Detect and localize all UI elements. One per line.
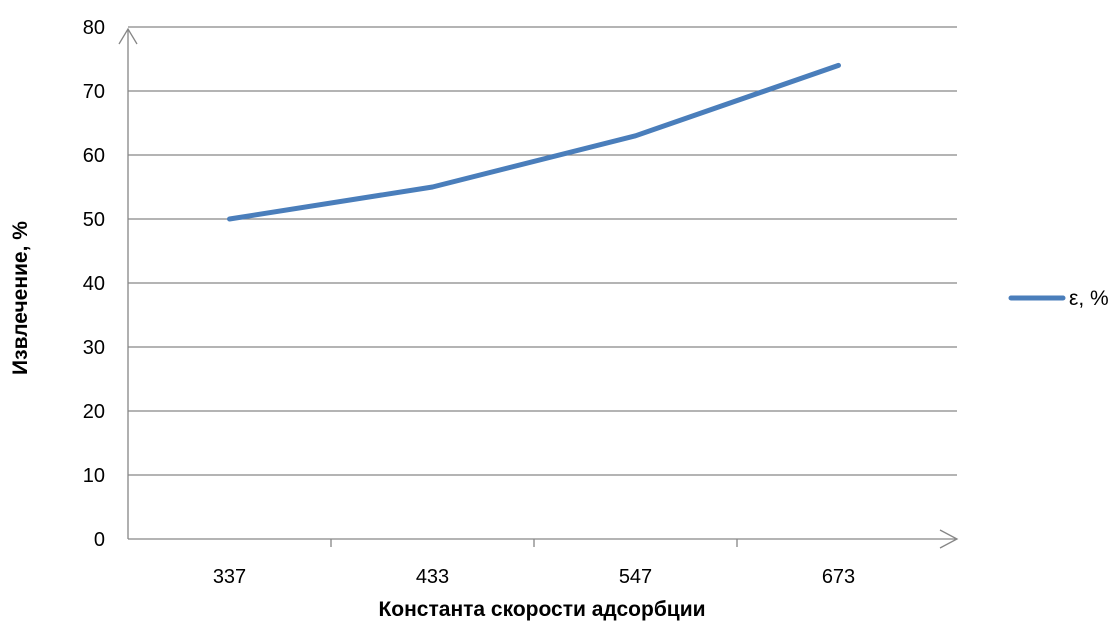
- y-tick-label: 10: [83, 465, 105, 487]
- y-tick-label: 70: [83, 81, 105, 103]
- y-tick-label: 80: [83, 17, 105, 39]
- series-line: [227, 62, 841, 222]
- y-axis-title: Извлечение, %: [9, 221, 32, 375]
- axes: [118, 27, 959, 549]
- y-tick-label: 0: [94, 529, 105, 551]
- x-tick-label: 547: [619, 566, 652, 588]
- y-tick-labels: 0 10 20 30 40 50 60 70 80: [83, 17, 105, 551]
- y-tick-label: 50: [83, 209, 105, 231]
- series-lines: [227, 62, 841, 222]
- y-tick-label: 40: [83, 273, 105, 295]
- x-tick-labels: 337 433 547 673: [213, 566, 855, 588]
- legend-label: ε, %: [1069, 287, 1109, 310]
- x-axis-title: Константа скорости адсорбции: [378, 598, 705, 621]
- y-tick-label: 20: [83, 401, 105, 423]
- legend: ε, %: [1008, 287, 1109, 310]
- x-tick-label: 433: [416, 566, 449, 588]
- y-tick-label: 60: [83, 145, 105, 167]
- y-axis-arrow: [118, 27, 138, 45]
- x-axis-arrow: [939, 529, 959, 549]
- y-tick-label: 30: [83, 337, 105, 359]
- gridlines: [128, 26, 957, 476]
- x-tick-label: 673: [822, 566, 855, 588]
- x-tick-label: 337: [213, 566, 246, 588]
